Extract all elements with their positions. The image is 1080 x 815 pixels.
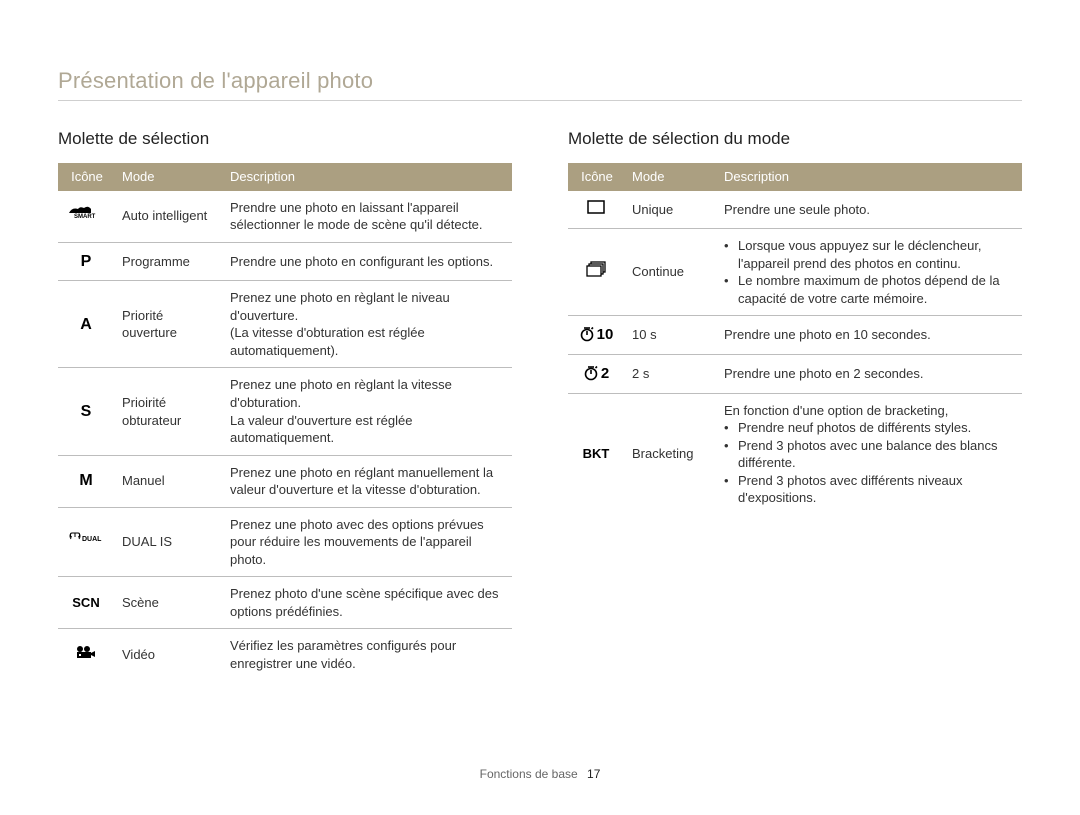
- desc-bullet: Lorsque vous appuyez sur le déclencheur,…: [724, 237, 1014, 272]
- table-row: S Prioirité obturateur Prenez une photo …: [58, 368, 512, 455]
- table-row: DUAL DUAL IS Prenez une photo avec des o…: [58, 507, 512, 577]
- timer-value: 2: [601, 365, 609, 382]
- mode-label: Programme: [114, 242, 222, 281]
- shutter-priority-icon: S: [58, 368, 114, 455]
- bracketing-icon: BKT: [568, 393, 624, 515]
- mode-desc: Prenez photo d'une scène spécifique avec…: [222, 577, 512, 629]
- continuous-shot-icon: [568, 229, 624, 316]
- table-header-row: Icône Mode Description: [58, 163, 512, 191]
- mode-dial-table: Icône Mode Description SMART: [58, 163, 512, 681]
- th-desc: Description: [716, 163, 1022, 191]
- th-mode: Mode: [114, 163, 222, 191]
- header-rule: [58, 100, 1022, 101]
- mode-desc: Prenez une photo en réglant manuellement…: [222, 455, 512, 507]
- table-header-row: Icône Mode Description: [568, 163, 1022, 191]
- mode-desc: Prendre une photo en laissant l'appareil…: [222, 191, 512, 243]
- mode-label: Auto intelligent: [114, 191, 222, 243]
- table-row: Unique Prendre une seule photo.: [568, 191, 1022, 229]
- mode-desc: Vérifiez les paramètres configurés pour …: [222, 629, 512, 681]
- mode-desc: Prendre une photo en configurant les opt…: [222, 242, 512, 281]
- mode-desc: Prendre une seule photo.: [716, 191, 1022, 229]
- video-mode-icon: [58, 629, 114, 681]
- desc-bullet: Prend 3 photos avec différents niveaux d…: [724, 472, 1014, 507]
- mode-desc: Prenez une photo en règlant le niveau d'…: [222, 281, 512, 368]
- left-column: Molette de sélection Icône Mode Descript…: [58, 129, 512, 681]
- document-page: Présentation de l'appareil photo Molette…: [0, 0, 1080, 681]
- chapter-header: Présentation de l'appareil photo: [58, 68, 1022, 94]
- th-desc: Description: [222, 163, 512, 191]
- mode-label: DUAL IS: [114, 507, 222, 577]
- page-number: 17: [587, 767, 600, 781]
- th-icon: Icône: [568, 163, 624, 191]
- table-row: A Priorité ouverture Prenez une photo en…: [58, 281, 512, 368]
- svg-text:SMART: SMART: [74, 214, 96, 220]
- mode-label: Priorité ouverture: [114, 281, 222, 368]
- table-row: M Manuel Prenez une photo en réglant man…: [58, 455, 512, 507]
- timer-2s-icon: 2: [568, 354, 624, 393]
- mode-label: Manuel: [114, 455, 222, 507]
- mode-label: Bracketing: [624, 393, 716, 515]
- mode-desc: En fonction d'une option de bracketing, …: [716, 393, 1022, 515]
- timer-value: 10: [597, 326, 614, 343]
- mode-desc: Prenez une photo avec des options prévue…: [222, 507, 512, 577]
- mode-desc: Prenez une photo en règlant la vitesse d…: [222, 368, 512, 455]
- table-row: SCN Scène Prenez photo d'une scène spéci…: [58, 577, 512, 629]
- table-row: Continue Lorsque vous appuyez sur le déc…: [568, 229, 1022, 316]
- mode-label: Continue: [624, 229, 716, 316]
- manual-mode-icon: M: [58, 455, 114, 507]
- desc-bullet: Le nombre maximum de photos dépend de la…: [724, 272, 1014, 307]
- right-column: Molette de sélection du mode Icône Mode …: [568, 129, 1022, 681]
- right-section-title: Molette de sélection du mode: [568, 129, 1022, 149]
- table-row: 10 10 s Prendre une photo en 10 secondes…: [568, 316, 1022, 355]
- table-row: 2 2 s Prendre une photo en 2 secondes.: [568, 354, 1022, 393]
- program-mode-icon: P: [58, 242, 114, 281]
- mode-desc: Lorsque vous appuyez sur le déclencheur,…: [716, 229, 1022, 316]
- table-row: SMART Auto intelligent Prendre une photo…: [58, 191, 512, 243]
- two-column-layout: Molette de sélection Icône Mode Descript…: [58, 129, 1022, 681]
- desc-intro: En fonction d'une option de bracketing,: [724, 402, 1014, 420]
- smart-auto-icon: SMART: [58, 191, 114, 243]
- footer-section-label: Fonctions de base: [480, 767, 578, 781]
- mode-desc: Prendre une photo en 10 secondes.: [716, 316, 1022, 355]
- table-row: Vidéo Vérifiez les paramètres configurés…: [58, 629, 512, 681]
- single-shot-icon: [568, 191, 624, 229]
- th-icon: Icône: [58, 163, 114, 191]
- scene-mode-icon: SCN: [58, 577, 114, 629]
- mode-label: Prioirité obturateur: [114, 368, 222, 455]
- dual-is-icon: DUAL: [58, 507, 114, 577]
- left-section-title: Molette de sélection: [58, 129, 512, 149]
- desc-bullet: Prend 3 photos avec une balance des blan…: [724, 437, 1014, 472]
- mode-desc: Prendre une photo en 2 secondes.: [716, 354, 1022, 393]
- mode-label: Scène: [114, 577, 222, 629]
- drive-mode-table: Icône Mode Description Unique Prendre u: [568, 163, 1022, 515]
- timer-10s-icon: 10: [568, 316, 624, 355]
- page-footer: Fonctions de base 17: [0, 767, 1080, 781]
- desc-bullet: Prendre neuf photos de différents styles…: [724, 419, 1014, 437]
- svg-text:DUAL: DUAL: [82, 536, 102, 543]
- mode-label: Unique: [624, 191, 716, 229]
- mode-label: Vidéo: [114, 629, 222, 681]
- mode-label: 10 s: [624, 316, 716, 355]
- th-mode: Mode: [624, 163, 716, 191]
- mode-label: 2 s: [624, 354, 716, 393]
- table-row: BKT Bracketing En fonction d'une option …: [568, 393, 1022, 515]
- table-row: P Programme Prendre une photo en configu…: [58, 242, 512, 281]
- aperture-priority-icon: A: [58, 281, 114, 368]
